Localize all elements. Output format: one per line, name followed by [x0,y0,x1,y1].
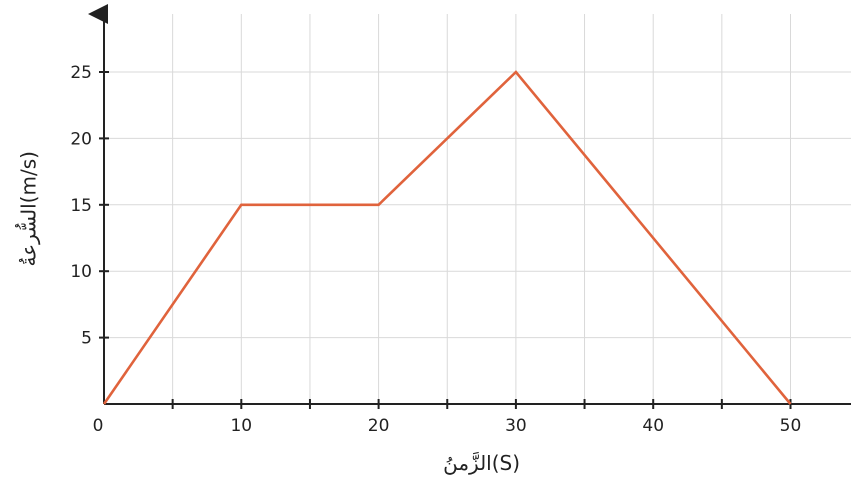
x-tick-label: 20 [368,416,390,436]
grid [104,14,851,404]
y-tick-label: 10 [70,262,92,282]
y-tick-label: 20 [70,129,92,149]
x-axis-title: الزَّمنُ(S) [443,451,520,475]
axes [88,4,851,405]
y-tick-label: 15 [70,196,92,216]
y-axis-title: السُّرعةُ(m/s) [15,151,40,266]
series [102,70,792,405]
y-tick-label: 25 [70,63,92,83]
y-tick-label: 5 [81,329,92,349]
x-tick-label: 40 [642,416,664,436]
x-tick-label: 0 [93,416,104,436]
x-tick-label: 50 [780,416,802,436]
series-line [102,70,792,405]
x-tick-label: 10 [230,416,252,436]
x-tick-label: 30 [505,416,527,436]
tick-labels: 0 10 20 30 40 50 5 10 15 20 25 [70,63,801,436]
ticks [99,71,792,409]
